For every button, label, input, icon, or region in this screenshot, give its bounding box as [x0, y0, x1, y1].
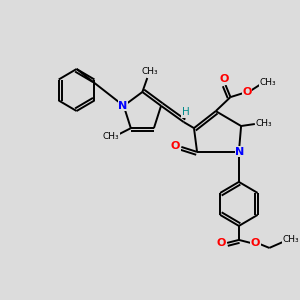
- Text: O: O: [171, 141, 180, 151]
- Text: O: O: [242, 87, 252, 97]
- Text: N: N: [235, 147, 244, 157]
- Text: O: O: [251, 238, 260, 248]
- Text: O: O: [220, 74, 229, 84]
- Text: H: H: [182, 107, 189, 117]
- Text: O: O: [217, 238, 226, 248]
- Text: N: N: [118, 101, 127, 111]
- Text: CH₃: CH₃: [142, 68, 158, 76]
- Text: CH₃: CH₃: [283, 236, 299, 244]
- Text: CH₃: CH₃: [103, 132, 119, 141]
- Text: CH₃: CH₃: [260, 78, 276, 87]
- Text: CH₃: CH₃: [255, 118, 272, 127]
